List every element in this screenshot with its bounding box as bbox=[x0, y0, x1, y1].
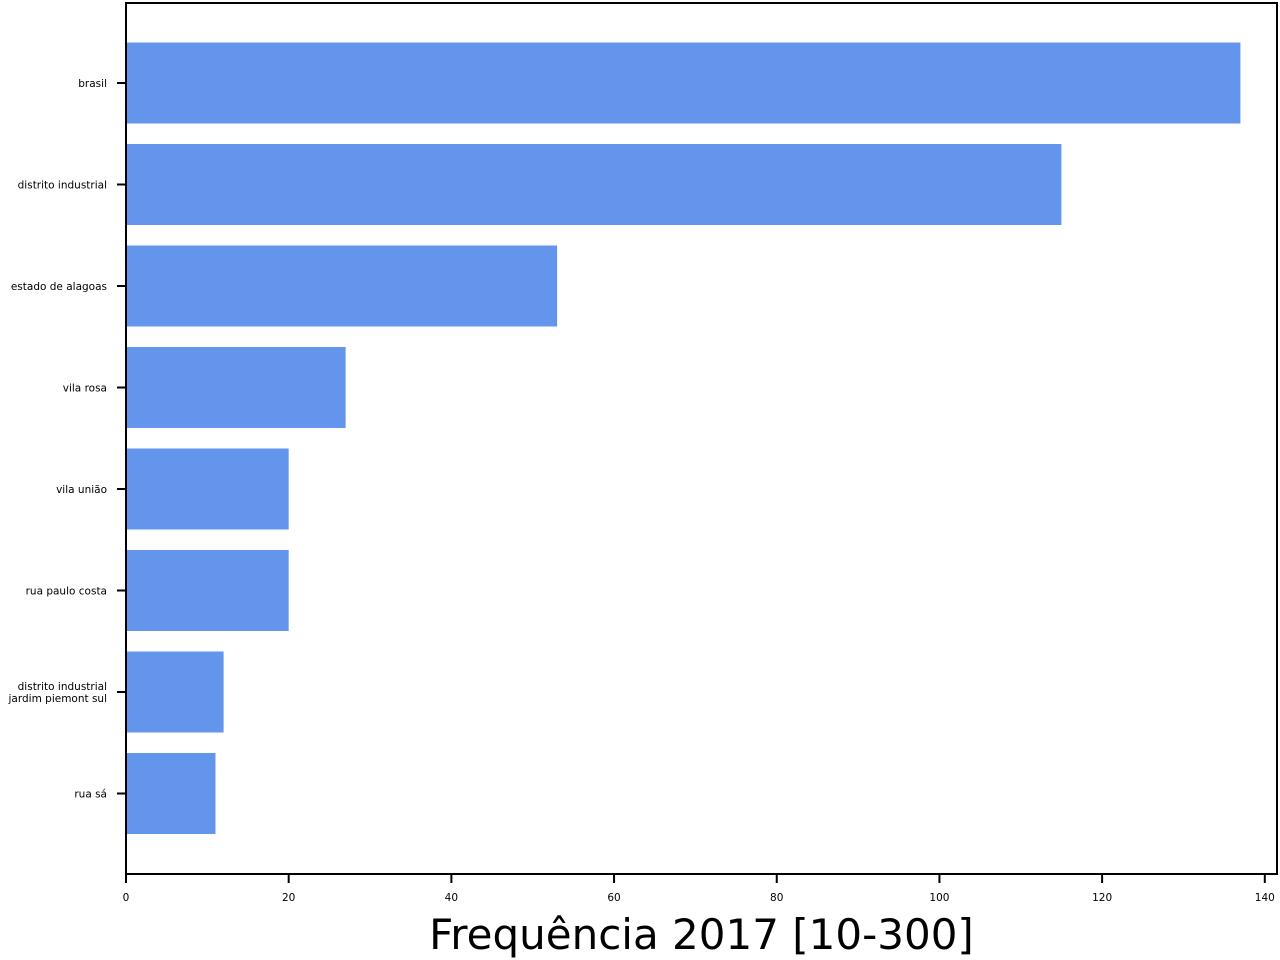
x-tick-label: 80 bbox=[770, 892, 783, 904]
plot-frame bbox=[125, 2, 1278, 875]
bar bbox=[126, 651, 224, 733]
x-tick-label: 0 bbox=[123, 892, 130, 904]
y-tick-label-line: rua paulo costa bbox=[26, 586, 107, 598]
bar bbox=[126, 347, 346, 428]
bar bbox=[126, 448, 289, 530]
y-tick-label-line: estado de alagoas bbox=[11, 281, 107, 293]
x-axis-title: Frequência 2017 [10-300] bbox=[429, 910, 974, 959]
x-tick-label: 120 bbox=[1092, 892, 1112, 904]
x-tick-label: 100 bbox=[929, 892, 949, 904]
x-ticks-layer: 0 20 40 60 80 100 120 140 bbox=[123, 874, 1275, 904]
y-tick-label-line: brasil bbox=[78, 78, 107, 90]
x-tick-label: 20 bbox=[282, 892, 295, 904]
x-tick-label: 140 bbox=[1255, 892, 1275, 904]
bar bbox=[126, 245, 558, 327]
y-tick-label: distrito industrial jardim piemont sul bbox=[8, 681, 107, 705]
y-tick-label: vila união bbox=[56, 484, 107, 496]
x-tick-label: 40 bbox=[445, 892, 458, 904]
y-tick-label-line: distrito industrial bbox=[18, 681, 107, 693]
y-tick-label-line: vila rosa bbox=[63, 383, 107, 395]
y-tick-label: vila rosa bbox=[63, 383, 107, 395]
y-ticks-layer: brasil distrito industrial estado de alago… bbox=[8, 78, 126, 801]
y-tick-label-line: jardim piemont sul bbox=[8, 693, 107, 705]
y-tick-label-line: distrito industrial bbox=[18, 180, 107, 192]
y-tick-label-line: rua sá bbox=[74, 789, 107, 801]
y-tick-label: brasil bbox=[78, 78, 107, 90]
y-tick-label: rua sá bbox=[74, 789, 107, 801]
bars-layer bbox=[126, 42, 1241, 834]
bar bbox=[126, 144, 1062, 225]
bar bbox=[126, 42, 1241, 124]
y-tick-label: distrito industrial bbox=[18, 180, 107, 192]
x-tick-label: 60 bbox=[607, 892, 620, 904]
bar bbox=[126, 550, 289, 631]
y-tick-label: estado de alagoas bbox=[11, 281, 107, 293]
y-tick-label-line: vila união bbox=[56, 484, 107, 496]
y-tick-label: rua paulo costa bbox=[26, 586, 107, 598]
bar bbox=[126, 753, 216, 834]
